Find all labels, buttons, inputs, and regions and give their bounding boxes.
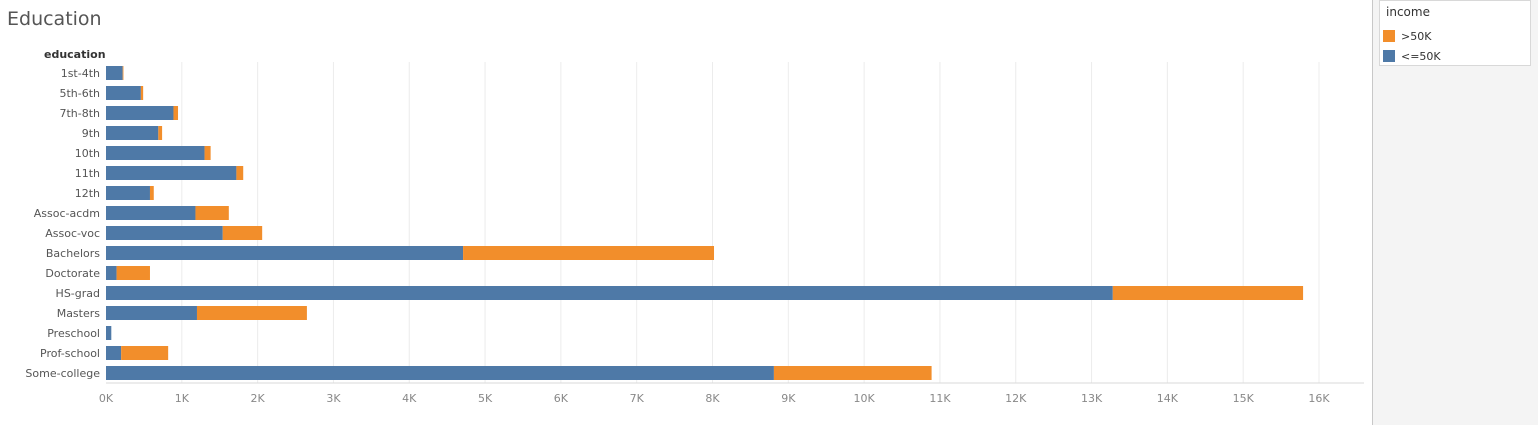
legend-title: income	[1386, 5, 1430, 19]
x-tick-label: 7K	[630, 392, 645, 405]
bar-le50k[interactable]	[106, 86, 141, 100]
bar-chart: education 1st-4th 5th-6th 7th-8th 9th 10th 11…	[25, 48, 1364, 405]
legend-swatch-gt50k	[1383, 30, 1395, 42]
legend-swatch-le50k	[1383, 50, 1395, 62]
bar-gt50k[interactable]	[222, 226, 263, 240]
bar-le50k[interactable]	[106, 286, 1113, 300]
category-label: Assoc-acdm	[34, 207, 100, 220]
x-tick-label: 9K	[781, 392, 796, 405]
bar-gt50k[interactable]	[773, 366, 932, 380]
bar-le50k[interactable]	[106, 366, 774, 380]
bars	[106, 66, 1304, 380]
x-tick-label: 3K	[326, 392, 341, 405]
category-label: HS-grad	[56, 287, 100, 300]
category-labels: 1st-4th 5th-6th 7th-8th 9th 10th 11th 12th Asso…	[25, 67, 100, 380]
sidebar-panel: income >50K <=50K	[1372, 0, 1538, 425]
bar-le50k[interactable]	[106, 66, 123, 80]
bar-le50k[interactable]	[106, 186, 150, 200]
x-tick-label: 10K	[854, 392, 876, 405]
x-tick-label: 14K	[1157, 392, 1179, 405]
x-tick-label: 1K	[175, 392, 190, 405]
x-tick-label: 0K	[99, 392, 114, 405]
category-label: 9th	[82, 127, 100, 140]
bar-le50k[interactable]	[106, 246, 464, 260]
category-label: 1st-4th	[61, 67, 100, 80]
legend: income >50K <=50K	[1379, 0, 1531, 66]
bar-le50k[interactable]	[106, 226, 223, 240]
bar-gt50k[interactable]	[196, 306, 307, 320]
bar-le50k[interactable]	[106, 266, 117, 280]
x-tick-label: 8K	[705, 392, 720, 405]
x-tick-label: 15K	[1233, 392, 1255, 405]
bar-gt50k[interactable]	[121, 346, 169, 360]
category-label: 5th-6th	[59, 87, 100, 100]
bar-le50k[interactable]	[106, 206, 196, 220]
bar-gt50k[interactable]	[173, 106, 179, 120]
x-tick-label: 2K	[251, 392, 266, 405]
x-tick-label: 13K	[1081, 392, 1103, 405]
x-tick-label: 12K	[1005, 392, 1027, 405]
category-label: 7th-8th	[59, 107, 100, 120]
bar-le50k[interactable]	[106, 306, 197, 320]
bar-le50k[interactable]	[106, 346, 122, 360]
category-label: Masters	[57, 307, 101, 320]
legend-label-gt50k: >50K	[1401, 30, 1432, 43]
bar-gt50k[interactable]	[463, 246, 715, 260]
bar-gt50k[interactable]	[158, 126, 163, 140]
category-label: Doctorate	[45, 267, 100, 280]
gridlines	[181, 62, 1320, 383]
x-tick-label: 16K	[1308, 392, 1330, 405]
bar-gt50k[interactable]	[122, 66, 124, 80]
bar-gt50k[interactable]	[140, 86, 144, 100]
bar-gt50k[interactable]	[116, 266, 150, 280]
bar-gt50k[interactable]	[149, 186, 154, 200]
legend-label-le50k: <=50K	[1401, 50, 1441, 63]
x-tick-label: 5K	[478, 392, 493, 405]
category-label: 11th	[75, 167, 100, 180]
category-label: Assoc-voc	[45, 227, 100, 240]
x-axis-ticks: 0K 1K 2K 3K 4K 5K 6K 7K 8K 9K 10K 11K 12K 13K 14K 15K 16…	[99, 392, 1330, 405]
bar-gt50k[interactable]	[236, 166, 244, 180]
x-tick-label: 4K	[402, 392, 417, 405]
x-tick-label: 6K	[554, 392, 569, 405]
category-label: 10th	[75, 147, 100, 160]
category-label: Bachelors	[46, 247, 100, 260]
bar-gt50k[interactable]	[204, 146, 211, 160]
bar-le50k[interactable]	[106, 146, 205, 160]
y-axis-title: education	[44, 48, 106, 61]
category-label: Preschool	[47, 327, 100, 340]
bar-le50k[interactable]	[106, 126, 159, 140]
bar-le50k[interactable]	[106, 166, 237, 180]
category-label: Prof-school	[40, 347, 100, 360]
category-label: 12th	[75, 187, 100, 200]
chart-title: Education	[7, 8, 102, 30]
bar-le50k[interactable]	[106, 106, 174, 120]
bar-gt50k[interactable]	[195, 206, 229, 220]
category-label: Some-college	[25, 367, 100, 380]
bar-gt50k[interactable]	[1112, 286, 1304, 300]
bar-le50k[interactable]	[106, 326, 112, 340]
x-tick-label: 11K	[929, 392, 951, 405]
